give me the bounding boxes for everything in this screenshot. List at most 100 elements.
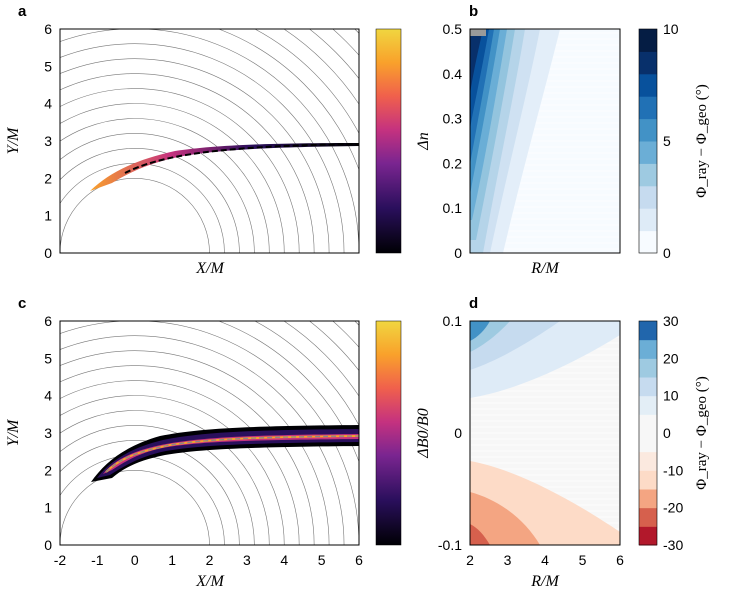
colorbar-swatch [639, 358, 657, 378]
colorbar-tick-label: 0 [663, 425, 671, 441]
x-tick-label: 6 [355, 552, 363, 568]
colorbar-swatch [639, 230, 657, 254]
colorbar-label-d: Φ_ray − Φ_geo (°) [694, 376, 710, 489]
x-tick-label: 2 [466, 552, 474, 568]
colorbar-tick-label: 10 [663, 21, 679, 37]
y-axis-label-a: Y/M [5, 126, 22, 154]
axes-frame-a [59, 28, 360, 254]
y-tick-labels-a: 0 1 2 3 4 5 6 [44, 21, 52, 261]
colorbar-tick-label: 20 [663, 350, 679, 366]
flux-arc [60, 470, 210, 545]
flux-arc [60, 88, 300, 253]
colorbar-tick-label: 5 [663, 133, 671, 149]
colorbar-b [638, 28, 658, 254]
flux-arc [332, 321, 359, 348]
colorbar-tick-labels-d: 30 20 10 0 -10 -20 -30 [663, 313, 683, 553]
y-tick-label: 0 [454, 245, 462, 261]
flux-arc [60, 29, 359, 253]
y-tick-label: 5 [44, 350, 52, 366]
y-tick-label: 4 [44, 96, 52, 112]
flux-arc [254, 29, 359, 135]
panel-a: a 0 1 2 3 4 5 6 X/M Y/M [0, 0, 509, 277]
y-tick-label: 6 [44, 313, 52, 329]
y-axis-label-b: Δn [415, 132, 432, 150]
colorbar-tick-label: -10 [663, 462, 683, 478]
x-tick-label: 4 [541, 552, 549, 568]
flux-arc [60, 148, 240, 253]
x-tick-label: -1 [91, 552, 104, 568]
flux-arc [60, 178, 210, 253]
flux-arc [0, 0, 509, 253]
y-axis-label-c: Y/M [5, 418, 22, 446]
y-tick-label: 0.3 [443, 111, 463, 127]
x-axis-label-b: R/M [530, 260, 560, 277]
colorbar-swatch [639, 321, 657, 341]
flux-arc [60, 410, 270, 545]
colorbar-tick-label: -30 [663, 537, 683, 553]
flux-arc [308, 321, 359, 372]
colorbar-tick-label: 10 [663, 388, 679, 404]
colorbar-swatch [639, 208, 657, 232]
flux-arc [60, 163, 225, 253]
panel-b: b 0 0.1 0.2 0.3 0.4 0.5 R/M Δn 0 5 10 Φ_ray − Φ… [415, 3, 710, 277]
flux-arc [60, 425, 255, 545]
colorbar-swatch [639, 163, 657, 187]
colorbar-tick-labels-b: 0 5 10 [663, 21, 679, 261]
flux-arc [283, 321, 359, 397]
y-tick-label: 4 [44, 388, 52, 404]
y-tick-label: -0.1 [438, 537, 462, 553]
colorbar-label-b: Φ_ray − Φ_geo (°) [694, 84, 710, 197]
flux-arc [60, 380, 300, 545]
flux-arc [60, 335, 345, 545]
colorbar-tick-label: -20 [663, 500, 683, 516]
colorbar-tick-label: 0 [663, 245, 671, 261]
panel-c: c 0 1 2 3 4 5 6 -2 -1 0 1 2 3 4 5 6 X/M Y/M [0, 171, 509, 590]
ray-bundle-c [91, 425, 359, 482]
flux-surface-arcs-c [0, 171, 509, 545]
colorbar-swatch [639, 29, 657, 52]
colorbar-swatch [639, 339, 657, 359]
colorbar-frame [638, 28, 658, 254]
colorbar-swatch [639, 51, 657, 75]
y-tick-labels-d: -0.1 0 0.1 [438, 313, 462, 553]
x-axis-label-a: X/M [195, 260, 225, 277]
y-tick-label: 0.5 [443, 21, 463, 37]
flux-arc [60, 440, 240, 545]
x-tick-labels-d: 2 3 4 5 6 [466, 552, 624, 568]
panel-d: d -0.1 0 0.1 2 3 4 5 6 R/M ΔB0/B0 30 20 10 0 -10 -2… [415, 295, 710, 590]
flux-arc [217, 29, 359, 171]
flux-arc [332, 29, 359, 56]
flux-arc [60, 455, 225, 545]
panel-label-b: b [469, 3, 478, 20]
x-tick-label: 5 [579, 552, 587, 568]
flux-arc [0, 186, 494, 545]
colorbar-swatch [639, 433, 657, 453]
x-tick-label: -2 [54, 552, 67, 568]
axes-frame-b [469, 28, 621, 254]
colorbar-swatch [639, 451, 657, 471]
colorbar-tick-label: 30 [663, 313, 679, 329]
colorbar-swatch [639, 489, 657, 509]
colorbar-swatch [639, 526, 657, 546]
flux-arc [283, 29, 359, 105]
flux-arc [60, 133, 255, 253]
panel-label-c: c [18, 295, 26, 312]
axes-frame-d [469, 320, 621, 546]
colorbar-swatch [639, 141, 657, 164]
y-tick-labels-b: 0 0.1 0.2 0.3 0.4 0.5 [443, 21, 463, 261]
colorbar-swatch [639, 470, 657, 490]
flux-arc [60, 58, 330, 253]
x-tick-label: 3 [504, 552, 512, 568]
y-tick-label: 1 [44, 500, 52, 516]
contour-bands-b [470, 29, 560, 253]
axes-frame-c [59, 320, 360, 546]
flux-arc [0, 171, 509, 545]
x-tick-label: 5 [318, 552, 326, 568]
y-tick-label: 0.4 [443, 66, 463, 82]
x-tick-label: 3 [243, 552, 251, 568]
x-tick-label: 4 [280, 552, 288, 568]
y-tick-label: 3 [44, 133, 52, 149]
colorbar-swatch [639, 118, 657, 142]
y-tick-label: 2 [44, 170, 52, 186]
